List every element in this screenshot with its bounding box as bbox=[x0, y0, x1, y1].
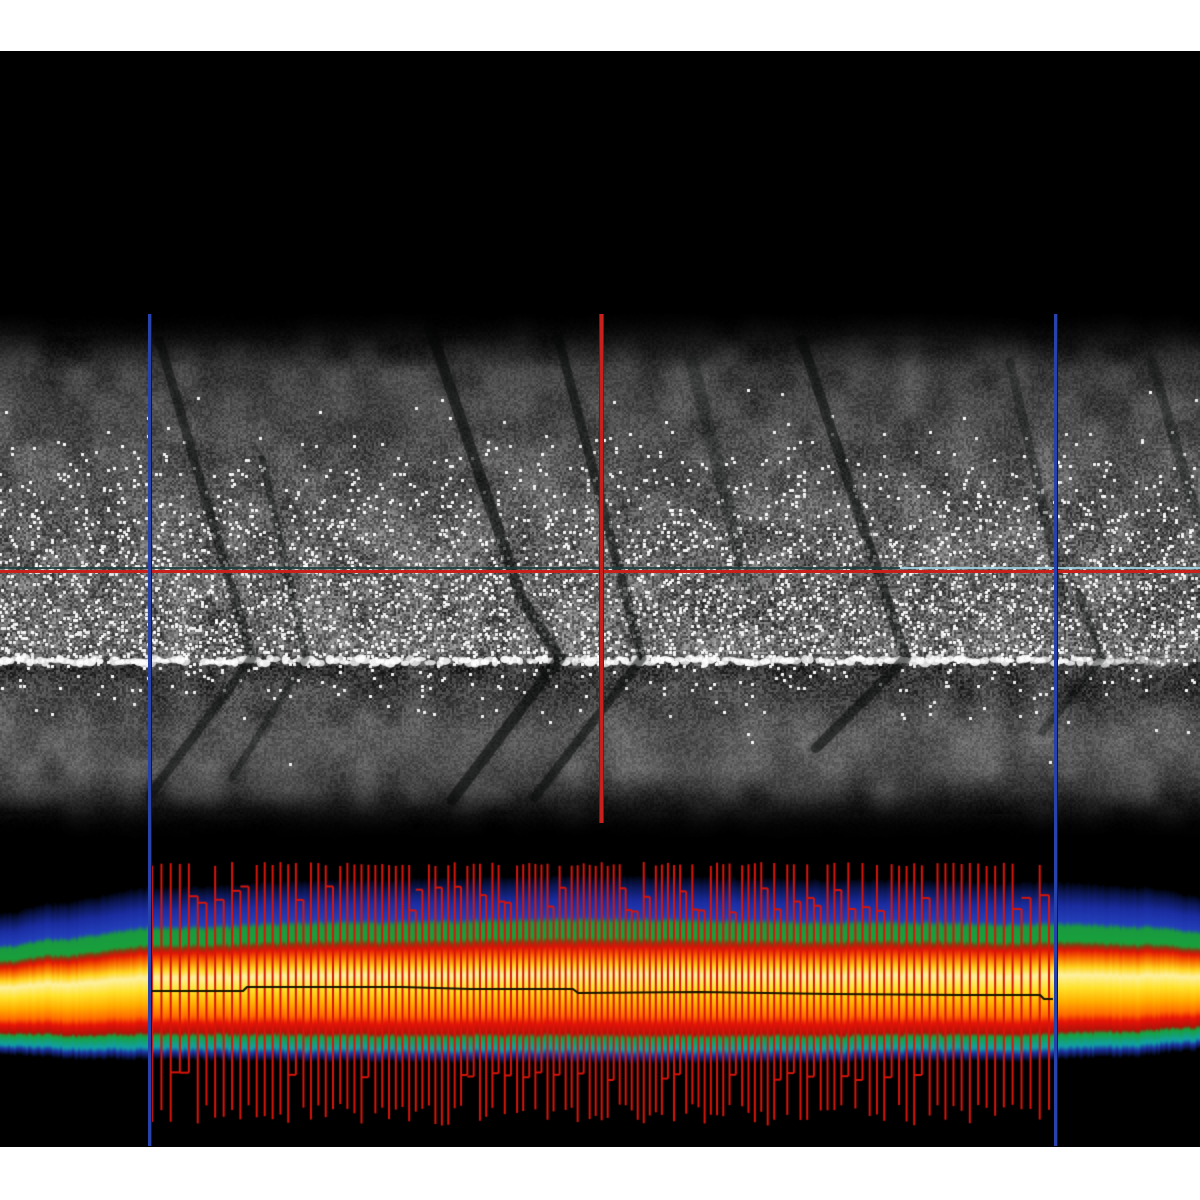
crosshair-vertical-line[interactable] bbox=[600, 314, 603, 823]
spectrum-fringe-view[interactable] bbox=[0, 850, 1200, 1150]
top-white-strip bbox=[0, 0, 1200, 51]
bottom-white-strip bbox=[0, 1147, 1200, 1200]
left-blue-cursor-line[interactable] bbox=[148, 314, 151, 1146]
right-blue-cursor-line[interactable] bbox=[1054, 314, 1057, 1146]
